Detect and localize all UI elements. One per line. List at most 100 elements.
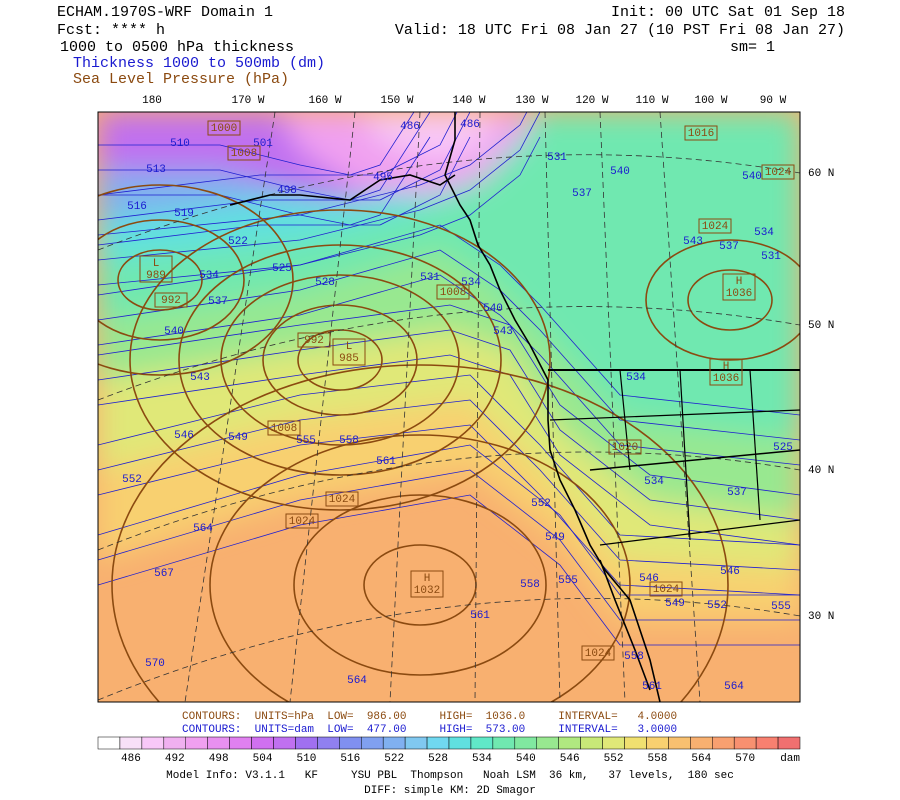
pressure-contour — [645, 239, 800, 361]
thickness-contour — [98, 112, 541, 261]
colorbar-label: 564 — [691, 753, 711, 765]
thickness-label: 534 — [754, 227, 774, 239]
forecast: Fcst: **** h — [57, 22, 165, 39]
colorbar-label: 516 — [340, 753, 360, 765]
colorbar-swatch — [229, 736, 252, 750]
pressure-box — [297, 332, 331, 348]
thickness-label: 564 — [724, 681, 744, 693]
meridian — [544, 112, 561, 702]
colorbar-swatch — [755, 736, 779, 750]
pressure-box — [285, 513, 319, 529]
thickness-label: 552 — [122, 474, 142, 486]
thickness-label: 555 — [558, 575, 578, 587]
thickness-label: 561 — [376, 456, 396, 468]
thickness-label: 528 — [315, 277, 335, 289]
pressure-box — [436, 284, 470, 300]
lon-label: 110 W — [635, 95, 668, 107]
pressure-contour — [209, 434, 631, 702]
colorbar-label: 540 — [516, 753, 536, 765]
pressure-box — [698, 218, 732, 234]
lat-label: 60 N — [808, 168, 834, 180]
init-time: Init: 00 UTC Sat 01 Sep 18 — [611, 4, 845, 21]
colorbar-unit: dam — [780, 753, 800, 765]
colorbar-swatch — [712, 736, 735, 750]
colorbar-label: 504 — [253, 753, 273, 765]
thickness-contour — [98, 112, 471, 221]
pressure-value: 1036 — [726, 288, 752, 300]
overlay: 180 170 W 160 W 150 W 140 W 130 W 120 W 110 W 10… — [122, 95, 834, 693]
thickness-label: 513 — [146, 164, 166, 176]
pressure-legend: Sea Level Pressure (hPa) — [73, 71, 289, 88]
thickness-label: 552 — [707, 600, 727, 612]
title: ECHAM.1970S-WRF Domain 1 — [57, 4, 273, 21]
thickness-label: 531 — [420, 272, 440, 284]
colorbar-label: 570 — [735, 753, 755, 765]
pressure-box — [267, 420, 301, 436]
lat-label: 30 N — [808, 611, 834, 623]
colorbar-swatch — [470, 736, 494, 750]
thickness-label: 540 — [483, 303, 503, 315]
thickness-label: 570 — [145, 658, 165, 670]
thickness-label: 498 — [277, 185, 297, 197]
meridian — [474, 112, 481, 702]
thickness-label: 558 — [624, 651, 644, 663]
border — [599, 519, 800, 546]
lon-label: 100 W — [694, 95, 727, 107]
colorbar-label: 522 — [384, 753, 404, 765]
pressure-value: 985 — [339, 353, 359, 365]
lon-label: 90 W — [760, 95, 787, 107]
pressure-marker: L — [153, 258, 160, 270]
colorbar-swatch — [558, 736, 581, 750]
pressure-box — [332, 338, 366, 366]
colorbar-swatch — [536, 736, 559, 750]
colorbar-swatch — [361, 736, 384, 750]
colorbar-swatch — [185, 736, 208, 750]
lon-label: 120 W — [575, 95, 608, 107]
colorbar-swatch — [602, 736, 625, 750]
pressure-box — [761, 164, 795, 180]
lon-label: 150 W — [380, 95, 413, 107]
smoothing: sm= 1 — [730, 39, 775, 56]
thickness-label: 537 — [208, 296, 228, 308]
pressure-box — [581, 645, 615, 661]
thickness-label: 546 — [174, 430, 194, 442]
thickness-contour — [98, 136, 541, 286]
thickness-label: 534 — [461, 277, 481, 289]
pressure-box — [722, 273, 756, 301]
thickness-label: 501 — [253, 138, 273, 150]
thickness-contour — [98, 112, 431, 201]
colorbar-swatch — [580, 736, 603, 750]
colorbar-label: 558 — [648, 753, 668, 765]
thickness-label: 537 — [727, 487, 747, 499]
pressure-value: 1020 — [612, 442, 638, 454]
thickness-label: 510 — [170, 138, 190, 150]
coastline — [229, 174, 456, 206]
subtitle: 1000 to 0500 hPa thickness — [60, 39, 294, 56]
colorbar-swatch — [251, 736, 274, 750]
thickness-label: 561 — [470, 610, 490, 622]
pressure-box — [709, 358, 743, 386]
colorbar-label: 492 — [165, 753, 185, 765]
parallel — [98, 154, 800, 251]
pressure-box — [139, 255, 173, 283]
pressure-value: 1008 — [271, 423, 297, 435]
pressure-marker: L — [346, 341, 353, 353]
lon-label: 130 W — [515, 95, 548, 107]
colorbar-swatch — [646, 736, 669, 750]
border — [589, 449, 800, 471]
meridian — [289, 112, 356, 702]
thickness-contour — [98, 112, 458, 196]
colorbar-swatch — [514, 736, 537, 750]
pressure-box — [684, 125, 718, 141]
thickness-label: 516 — [127, 201, 147, 213]
colorbar-swatch — [624, 736, 647, 750]
colorbar-swatch — [207, 736, 230, 750]
thickness-label: 558 — [339, 435, 359, 447]
border — [619, 369, 631, 471]
colorbar-swatch — [141, 736, 165, 750]
coastline — [444, 112, 661, 702]
thickness-label: 549 — [665, 598, 685, 610]
coastline — [599, 559, 651, 691]
pressure-marker: H — [736, 276, 743, 288]
